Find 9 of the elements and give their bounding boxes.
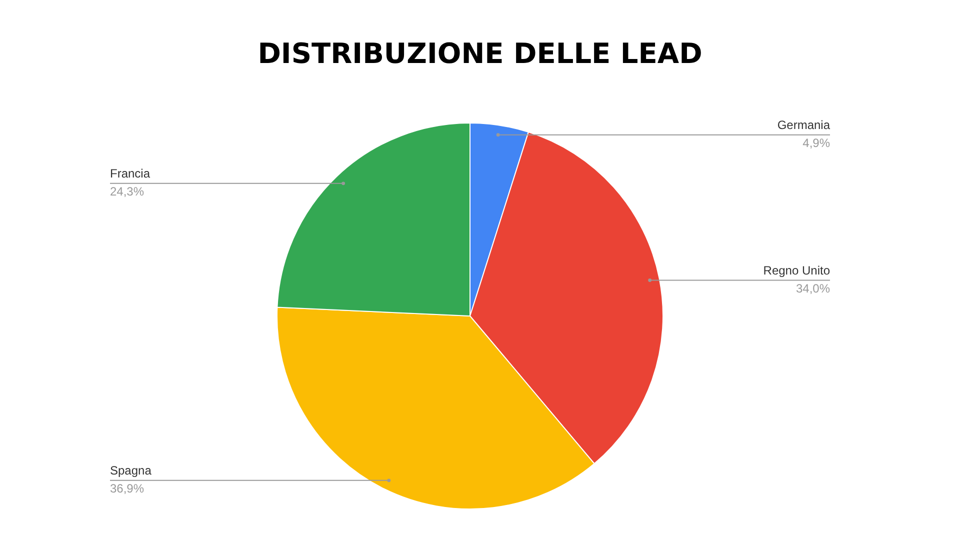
slice-label: Francia bbox=[110, 166, 150, 180]
data-label: 36,9% bbox=[110, 481, 144, 496]
data-label: 24,3% bbox=[110, 184, 144, 198]
data-label: 4,9% bbox=[802, 136, 830, 150]
slice-label: Spagna bbox=[110, 463, 152, 478]
slice-label: Regno Unito bbox=[763, 263, 830, 278]
data-label: 34,0% bbox=[796, 281, 830, 296]
slice-label: Germania bbox=[777, 118, 830, 132]
chart-title: DISTRIBUZIONE DELLE LEAD bbox=[258, 37, 702, 70]
